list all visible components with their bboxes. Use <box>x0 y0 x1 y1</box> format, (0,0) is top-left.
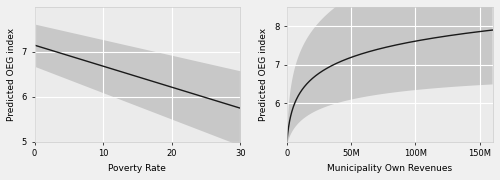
X-axis label: Poverty Rate: Poverty Rate <box>108 164 166 173</box>
Y-axis label: Predicted OEG index: Predicted OEG index <box>7 28 16 121</box>
X-axis label: Municipality Own Revenues: Municipality Own Revenues <box>327 164 452 173</box>
Y-axis label: Predicted OEG index: Predicted OEG index <box>260 28 268 121</box>
